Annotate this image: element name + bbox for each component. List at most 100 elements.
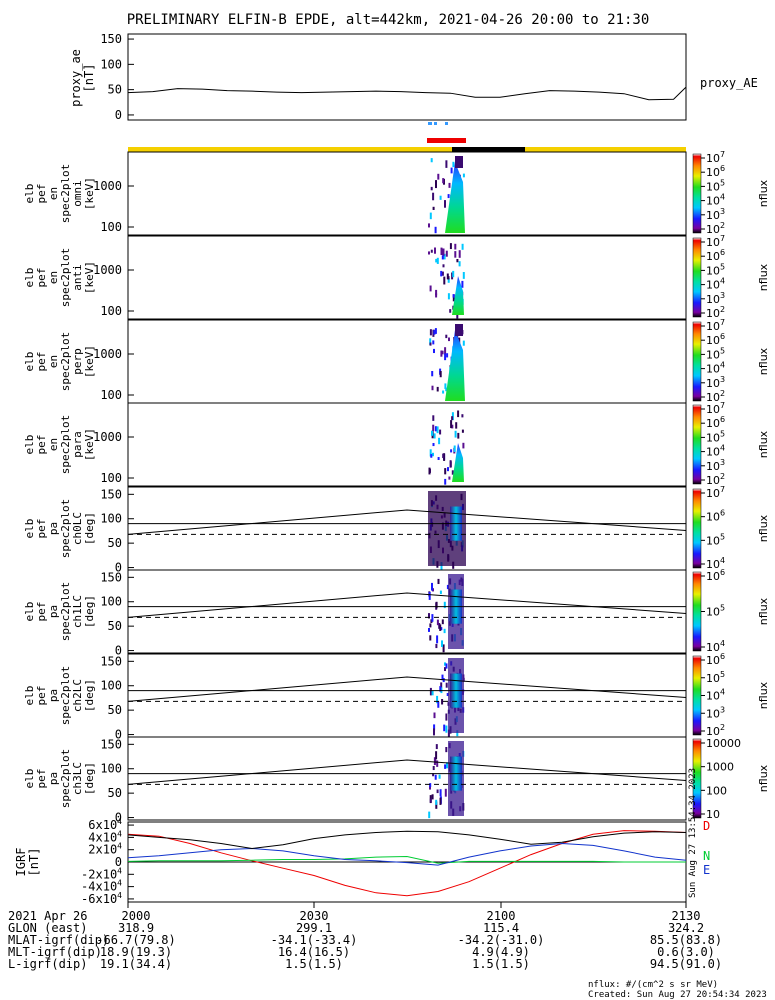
colorbar-tick-label: 103 <box>706 207 725 222</box>
spec-pixel <box>452 294 455 298</box>
colorbar-label: nflux <box>757 179 770 207</box>
spec-pixel <box>428 223 430 228</box>
colorbar-tick-label-exp: 4 <box>720 193 725 202</box>
bar-red <box>427 138 466 143</box>
spec-pixel <box>436 619 439 626</box>
spec-ylabel-part: spec2plot <box>59 666 72 726</box>
colorbar-tick-label: 107 <box>706 318 725 333</box>
spec-pixel <box>431 385 434 391</box>
spec-pixel <box>432 192 435 201</box>
colorbar-tick-label: 106 <box>706 415 725 430</box>
colorbar-tick-label: 105 <box>706 178 725 193</box>
ae-ytick-label: 100 <box>100 57 122 71</box>
spec-ylabel-part: ch1LC <box>71 595 84 628</box>
grf-legend-D: D <box>703 819 710 833</box>
spec-pixel <box>445 334 448 339</box>
spec-ylabel-part: pef <box>35 184 48 204</box>
colorbar-tick-label: 102 <box>706 389 725 404</box>
ae-ytick-label: 50 <box>108 83 122 97</box>
spec-flux-top <box>455 324 463 336</box>
colorbar-tick-label-base: 10 <box>706 487 720 500</box>
colorbar <box>692 738 702 819</box>
bar-blue-1 <box>428 122 432 125</box>
colorbar-tick-label-exp: 7 <box>720 234 725 243</box>
colorbar-tick-label-base: 10 <box>706 654 720 667</box>
spec-pixel <box>429 449 432 457</box>
spec-ylabel-part: [deg] <box>83 679 96 712</box>
time-axis-value: 85.5(83.8) <box>650 933 722 947</box>
spec-pixel <box>429 785 431 790</box>
spec-ytick-label: 1000 <box>93 430 122 444</box>
spec-ylabel-part: en <box>47 271 60 284</box>
spec-pixel <box>434 226 437 234</box>
spec-ylabel-part: en <box>47 355 60 368</box>
spec-frame <box>127 402 687 487</box>
spec-pixel <box>445 160 448 168</box>
colorbar-tick-label-exp: 6 <box>720 652 725 661</box>
spec-ylabel-part: pa <box>47 522 60 535</box>
colorbar-tick-label-base: 10 <box>706 209 720 222</box>
colorbar-tick-label: 104 <box>706 556 725 571</box>
spec-pixel <box>428 251 430 255</box>
figure-title: PRELIMINARY ELFIN-B EPDE, alt=442km, 202… <box>127 12 650 28</box>
colorbar-tick-label-base: 10 <box>706 707 720 720</box>
spec-pixel <box>434 426 437 432</box>
colorbar-tick-label-exp: 5 <box>720 346 725 355</box>
colorbar <box>692 655 702 736</box>
spec-ylabel-part: elb <box>23 686 36 706</box>
spec-pixel <box>453 445 456 452</box>
colorbar-tick-label: 103 <box>706 375 725 390</box>
spec-pixel <box>430 158 433 163</box>
spec-pixel <box>437 701 440 708</box>
spec-pixel <box>436 760 439 767</box>
time-axis-value: 2130 <box>672 909 701 923</box>
spec-ylabel-part: en <box>47 187 60 200</box>
spec-pixel <box>428 613 430 619</box>
time-axis-value: 115.4 <box>483 921 519 935</box>
footer: nflux: #/(cm^2 s sr MeV)Created: Sun Aug… <box>588 768 767 1000</box>
spec-ylabel-part: [deg] <box>83 762 96 795</box>
colorbar-tick-label: 107 <box>706 150 725 165</box>
spec-pixel <box>457 432 460 439</box>
spec-ylabel-part: elb <box>23 602 36 622</box>
spec-pixel <box>444 347 447 355</box>
colorbar-tick-label: 106 <box>706 332 725 347</box>
spec-pixel <box>446 273 449 280</box>
colorbar-tick-label: 100 <box>706 784 727 797</box>
spec-pixel <box>445 725 448 733</box>
colorbar-tick-label-base: 10 <box>706 320 720 333</box>
time-axis-value: 2100 <box>487 909 516 923</box>
time-axis-value: 94.5(91.0) <box>650 957 722 971</box>
spec-pixel <box>432 206 435 210</box>
colorbar-tick-label-base: 10 <box>706 534 720 547</box>
spec-frame <box>127 151 687 236</box>
spec-ytick-label: 100 <box>100 304 122 318</box>
spec-pixel <box>431 582 433 591</box>
spec-pixel <box>462 442 465 449</box>
spec-pixel <box>440 270 443 277</box>
spec-pixel <box>449 243 452 250</box>
spec-pixel <box>432 443 435 447</box>
spec-ylabel-part: spec2plot <box>59 499 72 559</box>
spec-pixel <box>433 433 436 439</box>
spec-ylabel-part: omni <box>71 180 84 207</box>
ae-series-label: proxy_AE <box>700 76 758 90</box>
spec-pixel <box>452 270 455 278</box>
spec-pixel <box>451 412 454 421</box>
colorbar-tick-label-base: 10 <box>706 391 720 404</box>
grf-ytick-label: -6x104 <box>81 891 122 906</box>
colorbar-tick-label-base: 10 <box>706 606 720 619</box>
spec-frame <box>127 736 687 821</box>
colorbar-tick-label: 106 <box>706 248 725 263</box>
spec-pixel <box>446 353 449 358</box>
colorbar-tick-label-exp: 6 <box>720 568 725 577</box>
spec-pixel <box>444 788 447 797</box>
time-axis-value: 2000 <box>122 909 151 923</box>
spec-pixel <box>442 264 445 268</box>
ae-ytick-label: 0 <box>115 108 122 122</box>
spec-pixel <box>462 173 465 178</box>
spec-pixel <box>443 724 446 732</box>
colorbar-tick-label: 106 <box>706 509 725 524</box>
spec-pixel <box>443 628 446 634</box>
